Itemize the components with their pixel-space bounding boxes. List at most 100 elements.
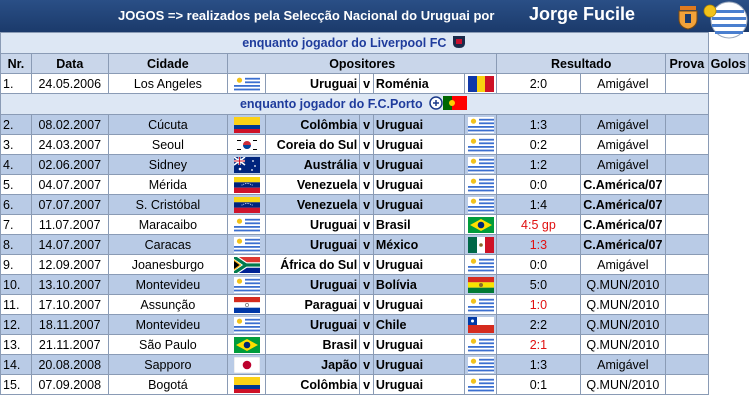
- match-number: 13.: [0, 334, 32, 355]
- header-nr: Nr.: [0, 53, 32, 74]
- header-cidade: Cidade: [107, 53, 229, 74]
- match-goals: [665, 194, 709, 215]
- home-team: Paraguai: [265, 294, 361, 315]
- home-team: Venezuela: [265, 174, 361, 195]
- match-competition: Amigável: [579, 254, 667, 275]
- away-team: Uruguai: [372, 354, 466, 375]
- home-flag-icon: [227, 374, 267, 395]
- match-result: 1:3: [496, 354, 581, 375]
- match-competition: C.América/07: [579, 174, 667, 195]
- home-team: Coreia do Sul: [265, 134, 361, 155]
- away-flag-icon: [464, 254, 498, 275]
- away-flag-icon: [464, 334, 498, 355]
- match-date: 21.11.2007: [30, 334, 109, 355]
- home-team: Japão: [265, 354, 361, 375]
- match-row: 8. 14.07.2007 Caracas Uruguai v México 1:3 C.Am…: [0, 234, 749, 255]
- match-date: 07.07.2007: [30, 194, 109, 215]
- home-flag-icon: [227, 134, 267, 155]
- match-date: 08.02.2007: [30, 114, 109, 135]
- away-team: México: [372, 234, 466, 255]
- away-team: Uruguai: [372, 294, 466, 315]
- match-date: 11.07.2007: [30, 214, 109, 235]
- home-flag-icon: [227, 314, 267, 335]
- home-flag-icon: [227, 174, 267, 195]
- match-number: 6.: [0, 194, 32, 215]
- home-flag-icon: [227, 294, 267, 315]
- section-label: enquanto jogador do F.C.Porto: [239, 96, 423, 111]
- match-city: Joanesburgo: [107, 254, 229, 275]
- match-row: 4. 02.06.2007 Sidney Austrália v Uruguai 1:2 Am…: [0, 154, 749, 175]
- home-flag-icon: [227, 114, 267, 135]
- match-date: 14.07.2007: [30, 234, 109, 255]
- match-number: 14.: [0, 354, 32, 375]
- away-flag-icon: [464, 374, 498, 395]
- away-team: Uruguai: [372, 154, 466, 175]
- away-team: Uruguai: [372, 114, 466, 135]
- section-label: enquanto jogador do Liverpool FC: [242, 35, 447, 50]
- match-date: 04.07.2007: [30, 174, 109, 195]
- home-flag-icon: [227, 154, 267, 175]
- away-team: Uruguai: [372, 374, 466, 395]
- versus-label: v: [359, 134, 374, 155]
- match-goals: [665, 134, 709, 155]
- header-golos: Golos: [707, 53, 749, 74]
- match-result: 2:1: [496, 334, 581, 355]
- match-competition: Q.MUN/2010: [579, 334, 667, 355]
- match-date: 24.05.2006: [30, 73, 109, 94]
- home-team: Venezuela: [265, 194, 361, 215]
- match-date: 13.10.2007: [30, 274, 109, 295]
- home-team: Uruguai: [265, 214, 361, 235]
- away-flag-icon: [464, 114, 498, 135]
- versus-label: v: [359, 234, 374, 255]
- match-city: Cúcuta: [107, 114, 229, 135]
- match-number: 10.: [0, 274, 32, 295]
- match-row: 9. 12.09.2007 Joanesburgo África do Sul v Uru…: [0, 254, 749, 275]
- match-result: 1:4: [496, 194, 581, 215]
- match-number: 2.: [0, 114, 32, 135]
- away-flag-icon: [464, 234, 498, 255]
- match-goals: [665, 234, 709, 255]
- match-competition: Amigável: [579, 154, 667, 175]
- match-competition: Q.MUN/2010: [579, 374, 667, 395]
- match-goals: [665, 114, 709, 135]
- header-opositores: Opositores: [227, 53, 498, 74]
- match-result: 1:3: [496, 234, 581, 255]
- away-flag-icon: [464, 354, 498, 375]
- player-name: Jorge Fucile: [529, 4, 636, 24]
- home-team: Colômbia: [265, 374, 361, 395]
- match-city: Bogotá: [107, 374, 229, 395]
- club-crest-icon: [678, 6, 698, 30]
- header-prova: Prova: [665, 53, 709, 74]
- away-flag-icon: [464, 154, 498, 175]
- home-flag-icon: [227, 73, 267, 94]
- home-team: Uruguai: [265, 234, 361, 255]
- table-header: Nr. Data Cidade Opositores Resultado Prova Gol…: [0, 53, 749, 74]
- match-competition: Q.MUN/2010: [579, 274, 667, 295]
- match-row: 2. 08.02.2007 Cúcuta Colômbia v Uruguai 1:3 Ami…: [0, 114, 749, 135]
- away-team: Roménia: [372, 73, 466, 94]
- section-cell: enquanto jogador do F.C.Porto: [0, 93, 709, 115]
- match-result: 2:0: [496, 73, 581, 94]
- match-competition: Amigável: [579, 134, 667, 155]
- match-date: 02.06.2007: [30, 154, 109, 175]
- versus-label: v: [359, 374, 374, 395]
- match-number: 4.: [0, 154, 32, 175]
- match-goals: [665, 374, 709, 395]
- match-result: 0:0: [496, 174, 581, 195]
- home-flag-icon: [227, 334, 267, 355]
- match-competition: Amigável: [579, 354, 667, 375]
- match-date: 12.09.2007: [30, 254, 109, 275]
- match-city: Mérida: [107, 174, 229, 195]
- away-flag-icon: [464, 294, 498, 315]
- away-team: Uruguai: [372, 174, 466, 195]
- match-competition: C.América/07: [579, 214, 667, 235]
- match-result: 1:3: [496, 114, 581, 135]
- away-team: Brasil: [372, 214, 466, 235]
- match-row: 10. 13.10.2007 Montevideu Uruguai v Bolívia 5:…: [0, 274, 749, 295]
- match-number: 1.: [0, 73, 32, 94]
- match-city: Montevideu: [107, 274, 229, 295]
- match-city: Caracas: [107, 234, 229, 255]
- match-goals: [665, 334, 709, 355]
- versus-label: v: [359, 294, 374, 315]
- match-competition: C.América/07: [579, 234, 667, 255]
